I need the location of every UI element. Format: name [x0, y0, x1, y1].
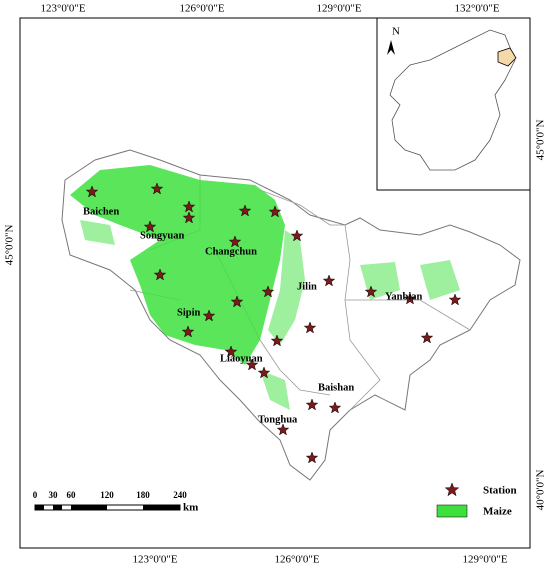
top-tick-label: 132°0'0"E [454, 3, 499, 15]
scale-label: 60 [67, 490, 77, 500]
scale-label: 30 [49, 490, 59, 500]
top-tick-label: 126°0'0"E [179, 3, 224, 15]
station [305, 398, 319, 411]
north-arrow [387, 40, 395, 55]
station [276, 423, 290, 436]
district-borders [129, 175, 471, 411]
bottom-tick-label: 129°0'0"E [462, 554, 507, 566]
scale-bar [34, 504, 181, 511]
inset-highlight [497, 47, 517, 67]
city-label: Baichen [83, 206, 119, 217]
station [182, 200, 196, 213]
city-label: Jilin [297, 281, 317, 292]
north-label: N [392, 26, 400, 38]
legend-station-symbol [444, 482, 460, 497]
station [403, 292, 417, 305]
stations [85, 182, 462, 464]
station [270, 334, 284, 347]
maize-area-sparse [80, 220, 460, 410]
station [290, 229, 304, 242]
city-label: Changchun [205, 246, 257, 257]
legend-maize: Maize [483, 506, 512, 518]
scale-label: 0 [33, 490, 38, 500]
station [85, 185, 99, 198]
city-label: Yanbian [385, 291, 423, 302]
scale-unit: km [183, 502, 198, 514]
maize-area [70, 165, 285, 365]
station [143, 220, 157, 233]
city-label: Tonghua [258, 414, 298, 425]
scale-label: 120 [100, 490, 114, 500]
city-label: Sipin [177, 307, 201, 318]
top-tick-label: 123°0'0"E [40, 3, 85, 15]
coordinate-labels: 123°0'0"E 126°0'0"E 129°0'0"E 132°0'0"E 123°… [4, 3, 547, 566]
station [230, 295, 244, 308]
station [238, 204, 252, 217]
top-tick-label: 129°0'0"E [316, 3, 361, 15]
legend-station: Station [483, 485, 517, 497]
station [182, 211, 196, 224]
right-tick-label: 45°0'0"N [535, 120, 547, 161]
scale-label: 240 [173, 490, 187, 500]
scale-label: 180 [136, 490, 150, 500]
station [303, 321, 317, 334]
station [245, 358, 259, 371]
bottom-tick-label: 126°0'0"E [274, 554, 319, 566]
station [202, 309, 216, 322]
city-label: Songyuan [140, 230, 185, 241]
legend-maize-symbol [436, 504, 468, 518]
inset-country [389, 29, 516, 171]
station [181, 325, 195, 338]
station [261, 285, 275, 298]
city-labels: Baichen Songyuan Changchun Jilin Yanbian Sipi… [83, 206, 423, 425]
station [322, 274, 336, 287]
station [153, 268, 167, 281]
station [305, 451, 319, 464]
scale-labels: 0 30 60 120 180 240 [33, 490, 188, 500]
station [364, 285, 378, 298]
left-tick-label: 45°0'0"N [4, 225, 16, 266]
right-tick-label: 40°0'0"N [535, 470, 547, 511]
station [150, 182, 164, 195]
station [420, 331, 434, 344]
station [448, 293, 462, 306]
station [268, 205, 282, 218]
city-label: Liaoyuan [220, 353, 263, 364]
station [224, 345, 238, 358]
bottom-tick-label: 123°0'0"E [132, 554, 177, 566]
city-label: Baishan [318, 382, 354, 393]
station [328, 401, 342, 414]
station [228, 235, 242, 248]
station [257, 366, 271, 379]
